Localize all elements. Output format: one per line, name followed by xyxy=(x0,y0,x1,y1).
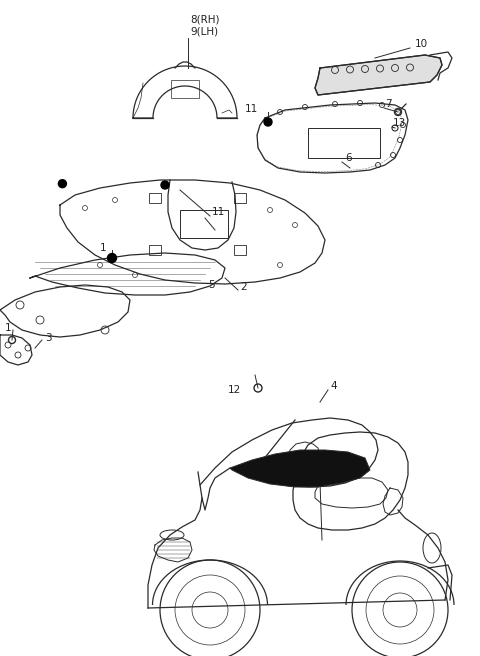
Text: 9(LH): 9(LH) xyxy=(190,27,218,37)
Text: 12: 12 xyxy=(228,385,241,395)
Circle shape xyxy=(161,181,169,189)
Bar xyxy=(234,245,246,255)
Text: 10: 10 xyxy=(415,39,428,49)
Text: 13: 13 xyxy=(393,118,406,128)
Text: 8(RH): 8(RH) xyxy=(190,15,219,25)
Bar xyxy=(149,245,161,255)
Circle shape xyxy=(264,118,272,126)
Bar xyxy=(180,210,228,238)
Polygon shape xyxy=(315,55,442,95)
Text: 1: 1 xyxy=(100,243,107,253)
Circle shape xyxy=(395,108,401,115)
Text: 5: 5 xyxy=(208,280,215,290)
Text: 6: 6 xyxy=(345,153,352,163)
Bar xyxy=(234,193,246,203)
Text: 1: 1 xyxy=(5,323,12,333)
Text: 7: 7 xyxy=(385,99,392,109)
Text: 4: 4 xyxy=(330,381,336,391)
Bar xyxy=(308,128,380,158)
Polygon shape xyxy=(230,450,370,487)
Circle shape xyxy=(108,253,117,262)
Text: 3: 3 xyxy=(45,333,52,343)
Circle shape xyxy=(254,384,262,392)
Text: 11: 11 xyxy=(245,104,258,114)
Bar xyxy=(171,80,199,98)
Bar xyxy=(149,193,161,203)
Text: 11: 11 xyxy=(212,207,225,217)
Text: 2: 2 xyxy=(240,282,247,292)
Circle shape xyxy=(9,337,15,344)
Circle shape xyxy=(59,180,66,188)
